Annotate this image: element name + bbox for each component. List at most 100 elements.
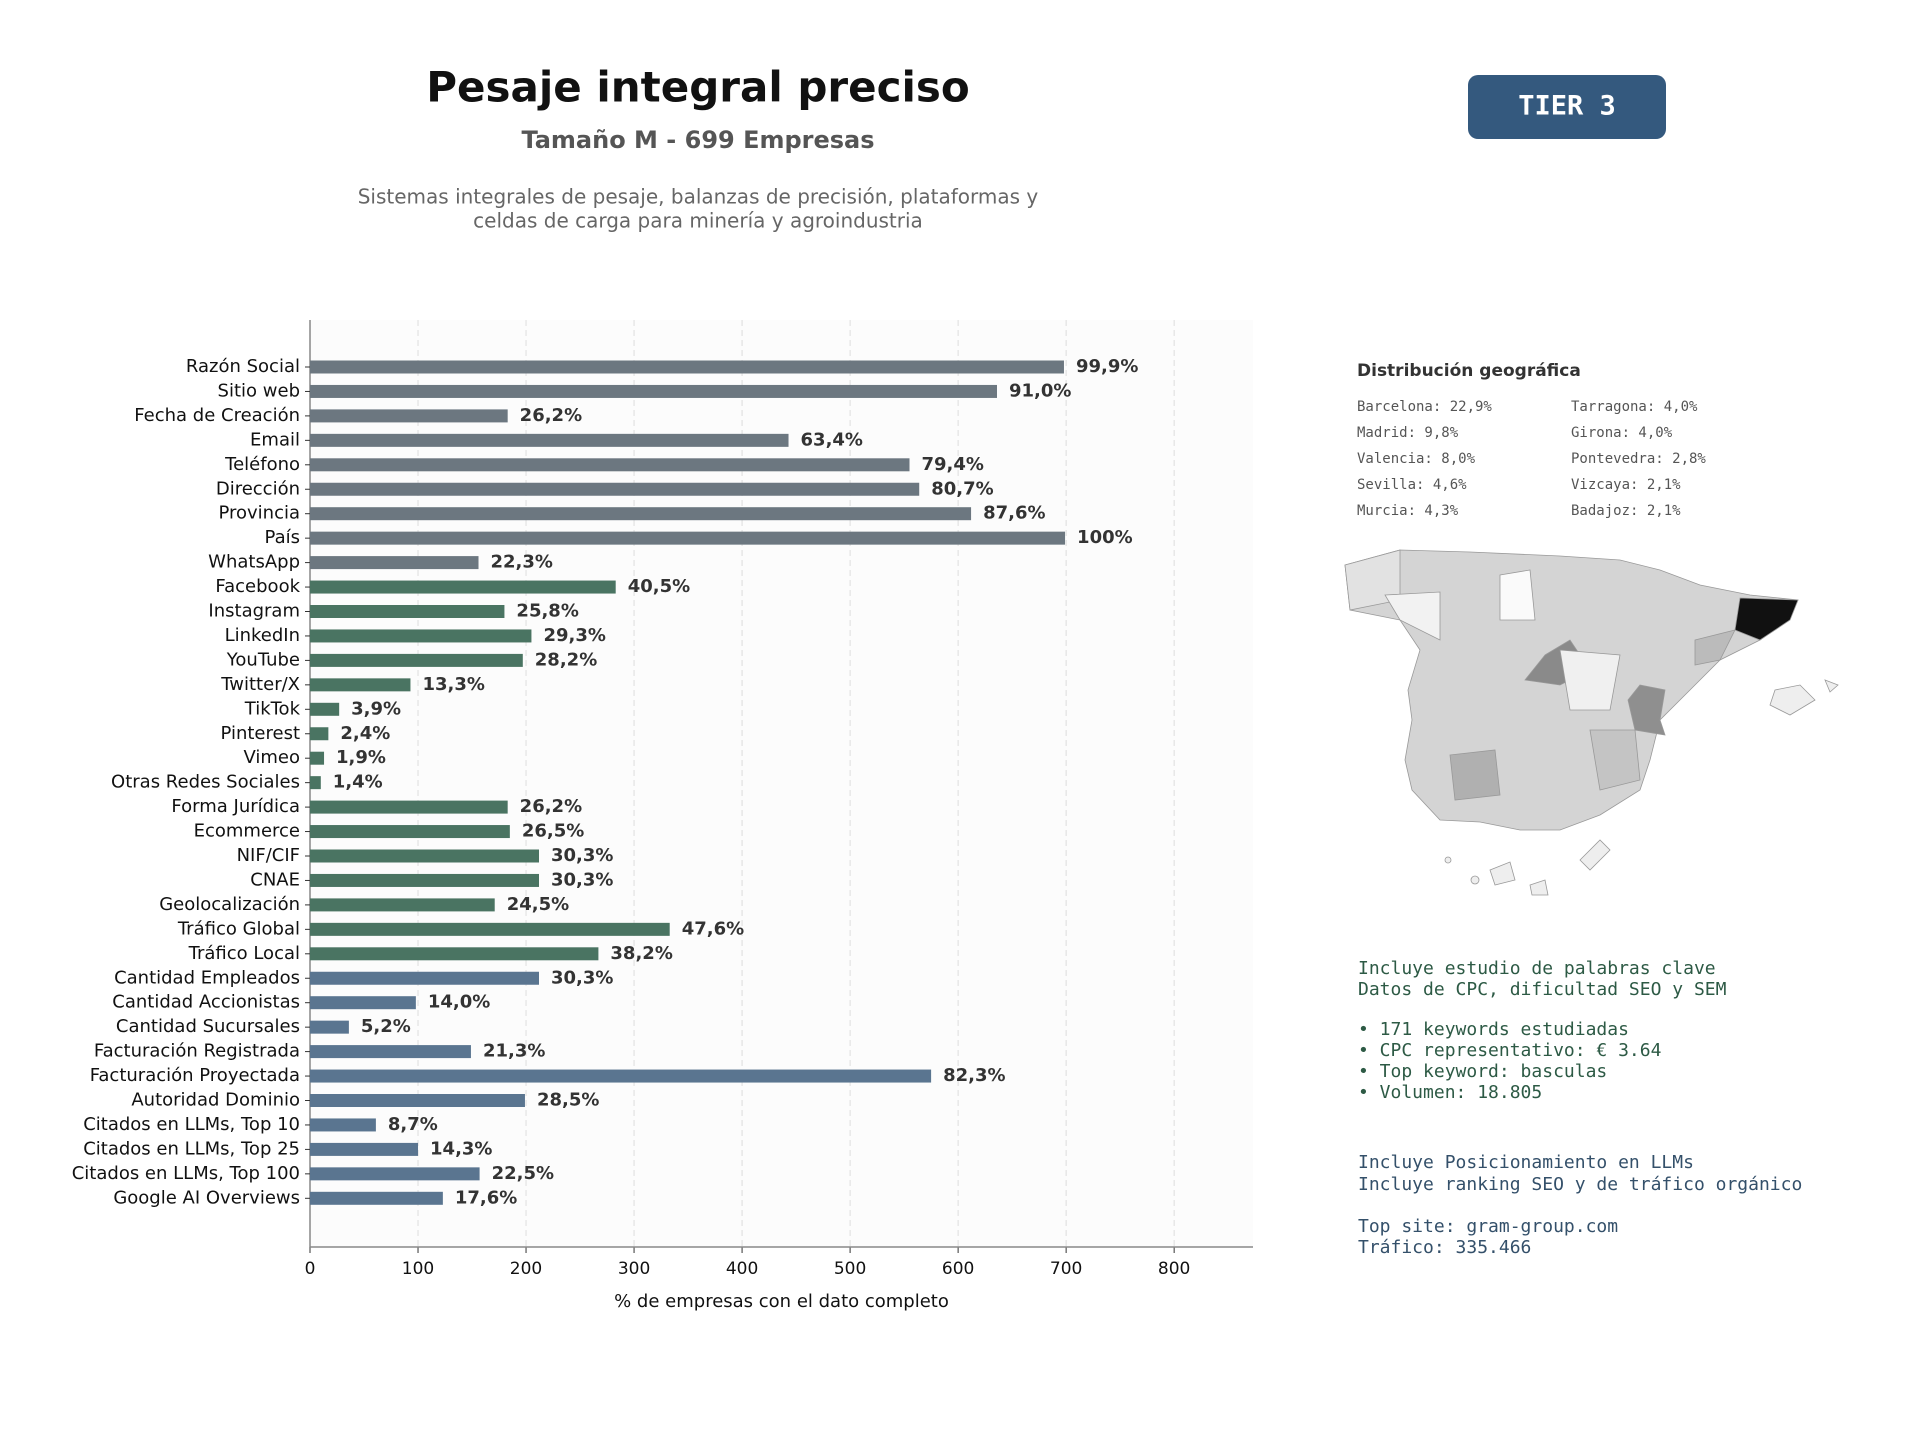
y-tick-label: Forma Jurídica	[171, 796, 300, 817]
bar	[310, 1142, 419, 1156]
y-tick-label: Google AI Overviews	[113, 1187, 300, 1208]
x-tick-label: 400	[726, 1259, 758, 1279]
x-tick-label: 600	[942, 1259, 974, 1279]
value-label: 14,3%	[430, 1138, 492, 1159]
y-tick-label: Razón Social	[186, 356, 300, 377]
bar	[310, 702, 340, 716]
bar	[310, 605, 505, 618]
bar	[310, 922, 670, 936]
x-tick-label: 300	[618, 1259, 650, 1279]
y-tick-label: País	[265, 527, 300, 548]
geo-item: Badajoz: 2,1%	[1571, 503, 1681, 519]
y-tick-label: Citados en LLMs, Top 100	[72, 1163, 300, 1184]
value-label: 26,2%	[520, 796, 582, 817]
bar	[310, 653, 523, 667]
bar	[310, 409, 508, 423]
bar	[310, 971, 539, 985]
bar	[310, 531, 1066, 545]
bar	[310, 898, 495, 912]
y-tick-label: LinkedIn	[225, 625, 300, 646]
value-label: 79,4%	[922, 454, 984, 475]
note-line: • Top keyword: basculas	[1358, 1061, 1607, 1082]
value-label: 47,6%	[682, 918, 744, 939]
y-tick-label: Sitio web	[218, 380, 300, 401]
y-tick-label: Facturación Proyectada	[90, 1065, 300, 1086]
title: Pesaje integral preciso	[426, 63, 970, 112]
geo-item: Vizcaya: 2,1%	[1571, 477, 1681, 493]
bar	[310, 873, 539, 887]
value-label: 25,8%	[516, 601, 578, 622]
bar	[310, 482, 920, 496]
geo-item: Murcia: 4,3%	[1357, 503, 1459, 519]
value-label: 26,2%	[520, 405, 582, 426]
value-label: 29,3%	[543, 625, 605, 646]
value-label: 30,3%	[551, 845, 613, 866]
bar	[310, 556, 479, 570]
x-tick-label: 800	[1158, 1259, 1190, 1279]
y-tick-label: Geolocalización	[159, 894, 300, 915]
bar	[310, 776, 321, 790]
y-tick-label: Teléfono	[224, 454, 300, 475]
x-tick-label: 100	[402, 1259, 434, 1279]
value-label: 26,5%	[522, 821, 584, 842]
value-label: 17,6%	[455, 1187, 517, 1208]
baleares	[1824, 679, 1839, 693]
subtitle: Tamaño M - 699 Empresas	[521, 126, 874, 154]
bar	[310, 800, 508, 814]
note-line: Incluye ranking SEO y de tráfico orgánic…	[1358, 1174, 1802, 1195]
x-tick-label: 700	[1050, 1259, 1082, 1279]
bar	[310, 507, 972, 521]
canarias	[1470, 875, 1480, 885]
bar	[310, 1069, 932, 1083]
value-label: 82,3%	[943, 1065, 1005, 1086]
y-tick-label: YouTube	[226, 649, 300, 670]
value-label: 2,4%	[340, 723, 390, 744]
valencia	[1627, 684, 1666, 736]
value-label: 1,4%	[333, 772, 383, 793]
y-tick-label: Citados en LLMs, Top 10	[83, 1114, 300, 1135]
region	[1694, 629, 1736, 666]
y-tick-label: Autoridad Dominio	[131, 1090, 300, 1111]
y-tick-label: Tráfico Global	[177, 918, 300, 939]
bar	[310, 996, 416, 1010]
value-label: 24,5%	[507, 894, 569, 915]
value-label: 14,0%	[428, 992, 490, 1013]
canarias	[1529, 879, 1549, 896]
geo-item: Pontevedra: 2,8%	[1571, 451, 1706, 467]
y-tick-label: CNAE	[250, 869, 300, 890]
bar	[310, 1094, 525, 1107]
x-tick-label: 200	[510, 1259, 542, 1279]
value-label: 99,9%	[1076, 356, 1138, 377]
region	[1384, 591, 1441, 641]
y-tick-label: Email	[250, 429, 300, 450]
note-line: Incluye Posicionamiento en LLMs	[1358, 1152, 1694, 1173]
geo-item: Valencia: 8,0%	[1357, 451, 1476, 467]
y-tick-label: Facturación Registrada	[94, 1041, 300, 1062]
bar	[310, 947, 599, 961]
note-line: Datos de CPC, dificultad SEO y SEM	[1358, 979, 1727, 1000]
value-label: 1,9%	[336, 747, 386, 768]
barcelona	[1734, 597, 1799, 641]
bar	[310, 580, 616, 594]
y-tick-label: Vimeo	[243, 747, 300, 768]
geo-item: Barcelona: 22,9%	[1357, 399, 1492, 415]
geo-title: Distribución geográfica	[1357, 361, 1581, 381]
canarias	[1489, 861, 1516, 886]
y-tick-label: Tráfico Local	[188, 943, 300, 964]
bar	[310, 727, 329, 741]
x-tick-label: 0	[305, 1259, 316, 1279]
y-tick-label: Provincia	[218, 503, 300, 524]
value-label: 5,2%	[361, 1016, 411, 1037]
map	[1344, 549, 1839, 896]
value-label: 21,3%	[483, 1041, 545, 1062]
bar	[310, 678, 411, 692]
geo-item: Madrid: 9,8%	[1357, 425, 1459, 441]
bar	[310, 384, 997, 398]
bar	[310, 1167, 480, 1181]
value-label: 8,7%	[388, 1114, 438, 1135]
baleares	[1769, 684, 1816, 716]
y-tick-label: Fecha de Creación	[134, 405, 300, 426]
value-label: 63,4%	[801, 429, 863, 450]
value-label: 30,3%	[551, 869, 613, 890]
